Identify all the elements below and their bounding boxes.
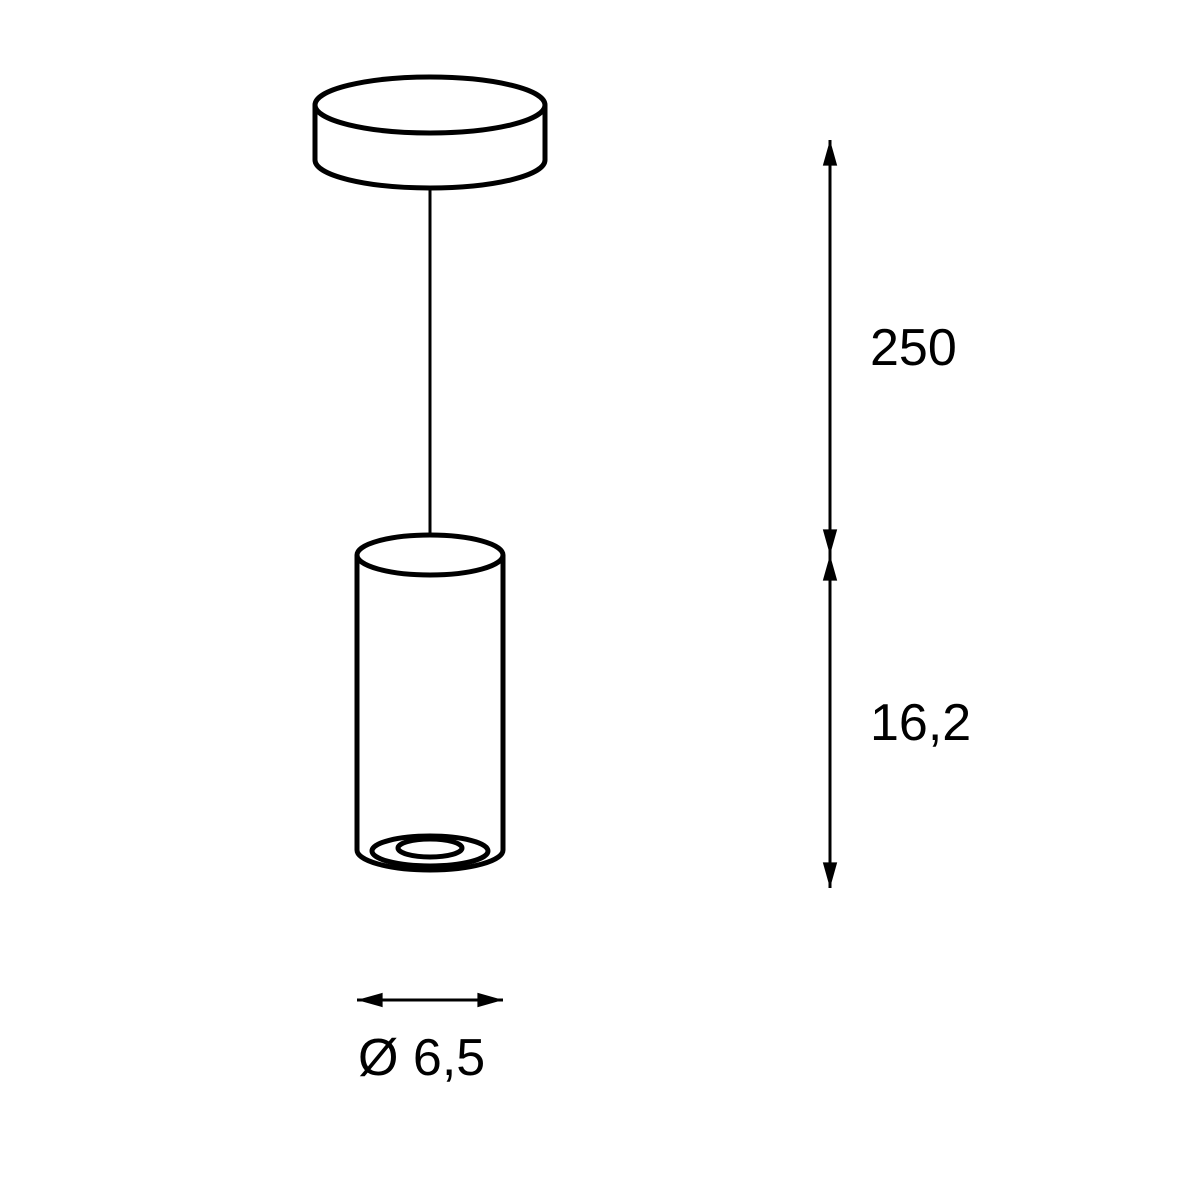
dimension-diameter: Ø 6,5 <box>357 993 503 1087</box>
dimension-body-height: 16,2 <box>823 555 971 888</box>
dimension-label-diameter: Ø 6,5 <box>358 1029 485 1087</box>
pendant-lamp-dimensional-drawing: 250 16,2 Ø 6,5 <box>0 0 1200 1200</box>
ceiling-canopy <box>315 77 545 188</box>
dimension-label-cable-length: 250 <box>870 319 957 377</box>
lamp-body <box>357 535 503 870</box>
dimension-cable-length: 250 <box>823 140 957 555</box>
dimension-label-body-height: 16,2 <box>870 694 971 752</box>
